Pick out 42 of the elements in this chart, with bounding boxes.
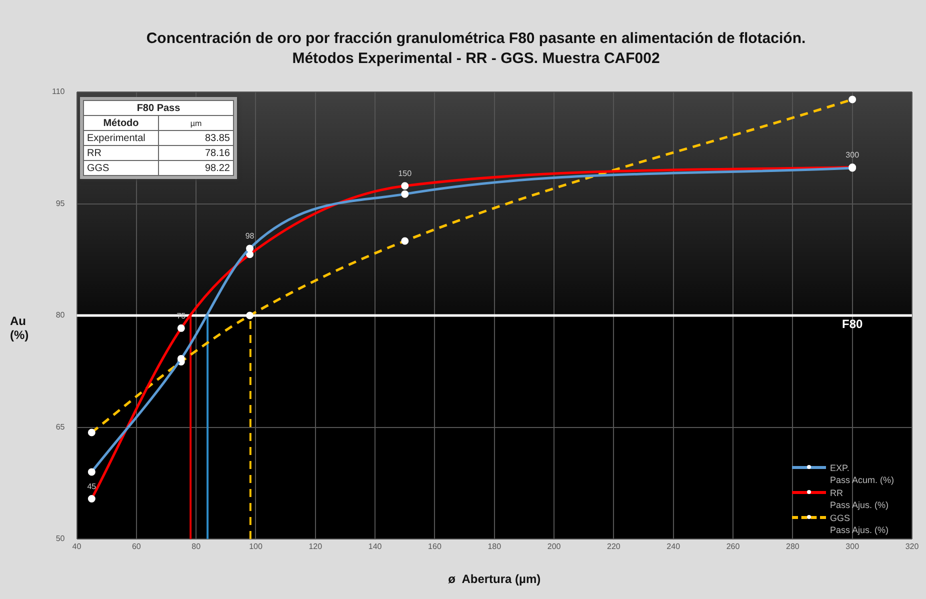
y-tick-label: 50	[56, 534, 66, 544]
x-tick-label: 40	[72, 542, 82, 552]
annotation: GGS	[84, 160, 158, 176]
x-tick-label: 60	[132, 542, 142, 552]
legend-label: RR Pass Ajus. (%)	[830, 487, 889, 511]
x-tick-label: 200	[547, 542, 562, 552]
legend-label: GGS Pass Ajus. (%)	[830, 512, 889, 536]
x-tick-label: 260	[726, 542, 740, 552]
x-tick-label: 220	[607, 542, 621, 552]
x-axis-title: ø Abertura (µm)	[448, 572, 541, 586]
annotation: 98.22	[158, 160, 234, 176]
annotation: µm	[158, 116, 234, 130]
ref-line-label: F80	[842, 316, 863, 331]
chart-title: Concentración de oro por fracción granulométrica F80 pasante en alimentación de flotación.	[146, 30, 806, 48]
annotation: Método	[84, 116, 158, 130]
annotation: 150	[398, 169, 412, 178]
chart-subtitle: Métodos Experimental - RR - GGS. Muestra CAF002	[292, 50, 660, 68]
x-tick-label: 120	[308, 542, 323, 552]
annotation: F80 Pass	[84, 100, 234, 116]
x-tick-label: 160	[428, 542, 442, 552]
annotation: 98	[245, 232, 255, 241]
annotation: RR	[84, 146, 158, 160]
x-tick-label: 320	[905, 542, 920, 552]
y-tick-label: 65	[56, 422, 66, 432]
x-tick-label: 240	[666, 542, 681, 552]
y-tick-label: 110	[52, 87, 66, 96]
annotation: 300	[846, 150, 860, 160]
y-axis-title: Au (%)	[10, 314, 29, 342]
x-tick-label: 180	[488, 542, 502, 552]
legend-label: EXP. Pass Acum. (%)	[830, 462, 894, 486]
annotation: 75	[176, 311, 186, 320]
x-tick-label: 300	[846, 542, 860, 552]
annotation: 83.85	[158, 130, 234, 146]
y-tick-label: 95	[56, 198, 66, 208]
x-tick-label: 280	[786, 542, 800, 552]
annotation: Experimental	[84, 130, 158, 146]
annotation: 78.16	[158, 146, 234, 160]
annotation: 45	[87, 482, 97, 491]
x-tick-label: 140	[368, 542, 382, 552]
x-tick-label: 100	[249, 542, 263, 552]
x-tick-label: 80	[192, 542, 202, 552]
y-tick-label: 80	[56, 310, 66, 320]
